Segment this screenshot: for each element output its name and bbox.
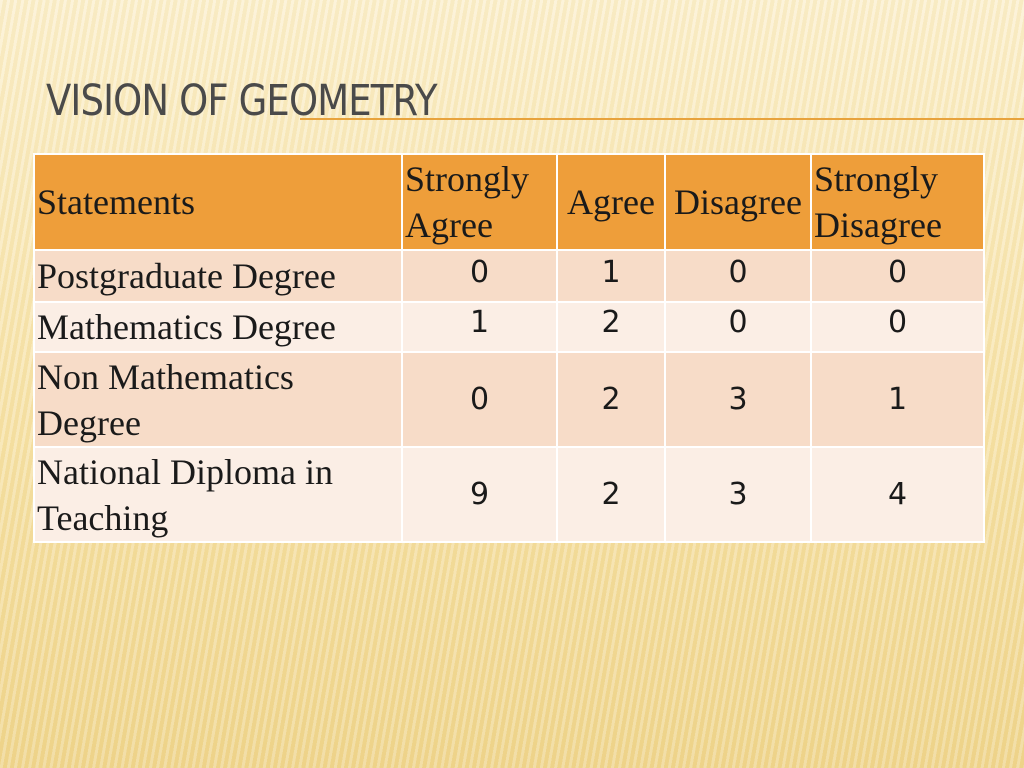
cell-strongly-agree: 0	[401, 351, 558, 448]
table-row: National Diploma in Teaching 9 2 3 4	[33, 446, 985, 543]
header-statements: Statements	[33, 153, 403, 251]
row-statement: National Diploma in Teaching	[33, 446, 403, 543]
cell-agree: 2	[556, 301, 666, 353]
cell-strongly-agree: 9	[401, 446, 558, 543]
header-agree: Agree	[556, 153, 666, 251]
cell-strongly-disagree: 0	[810, 301, 985, 353]
cell-disagree: 3	[664, 351, 812, 448]
cell-agree: 2	[556, 351, 666, 448]
survey-table: Statements Strongly Agree Agree Disagree…	[33, 153, 985, 543]
cell-disagree: 0	[664, 249, 812, 303]
header-strongly-agree: Strongly Agree	[401, 153, 558, 251]
cell-strongly-agree: 0	[401, 249, 558, 303]
table-header-row: Statements Strongly Agree Agree Disagree…	[33, 153, 985, 251]
title-underline	[300, 118, 1024, 120]
header-disagree: Disagree	[664, 153, 812, 251]
row-statement: Non Mathematics Degree	[33, 351, 403, 448]
cell-strongly-disagree: 4	[810, 446, 985, 543]
table-row: Postgraduate Degree 0 1 0 0	[33, 249, 985, 303]
row-statement: Mathematics Degree	[33, 301, 403, 353]
slide-title: VISION OF GEOMETRY	[46, 76, 438, 126]
table-row: Mathematics Degree 1 2 0 0	[33, 301, 985, 353]
cell-agree: 1	[556, 249, 666, 303]
cell-agree: 2	[556, 446, 666, 543]
cell-disagree: 3	[664, 446, 812, 543]
cell-strongly-disagree: 0	[810, 249, 985, 303]
table-row: Non Mathematics Degree 0 2 3 1	[33, 351, 985, 448]
cell-strongly-disagree: 1	[810, 351, 985, 448]
cell-strongly-agree: 1	[401, 301, 558, 353]
cell-disagree: 0	[664, 301, 812, 353]
header-strongly-disagree: Strongly Disagree	[810, 153, 985, 251]
row-statement: Postgraduate Degree	[33, 249, 403, 303]
